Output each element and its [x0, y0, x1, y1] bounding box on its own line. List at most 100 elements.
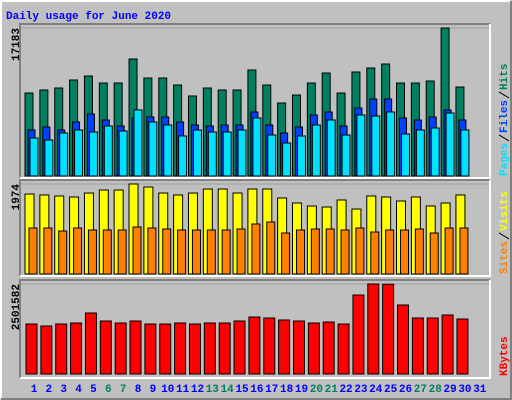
x-tick-label: 5: [90, 384, 97, 396]
x-tick-label: 21: [325, 384, 339, 396]
bar: [415, 129, 425, 177]
bar: [263, 317, 276, 375]
bar: [337, 323, 350, 375]
bar: [460, 129, 470, 177]
x-tick-label: 1: [31, 384, 38, 396]
legend-separator: [498, 134, 510, 142]
bar: [102, 229, 112, 275]
bar: [441, 314, 454, 375]
panel-frame: [19, 279, 490, 378]
bar: [281, 232, 291, 275]
x-tick-label: 12: [191, 384, 204, 396]
bar: [325, 228, 335, 275]
bar: [129, 320, 142, 375]
bar: [307, 322, 320, 375]
bar: [103, 125, 113, 177]
x-tick-label: 30: [458, 384, 471, 396]
legend-entry: Visits: [499, 191, 511, 231]
legend-entry: Hits: [499, 64, 511, 90]
bar: [382, 283, 395, 375]
bar: [73, 227, 83, 275]
bar: [414, 228, 424, 275]
x-tick-label: 28: [429, 384, 443, 396]
x-tick-label: 23: [354, 384, 368, 396]
bar: [385, 229, 395, 275]
legend-entry: KBytes: [499, 336, 511, 376]
bar: [267, 134, 277, 177]
bar: [400, 229, 409, 275]
bar: [207, 131, 217, 177]
bar: [99, 320, 112, 375]
bar: [192, 129, 202, 177]
bar: [252, 117, 262, 177]
bar: [459, 227, 469, 275]
bar: [59, 132, 69, 177]
x-tick-label: 6: [105, 384, 112, 396]
bar: [322, 321, 335, 375]
bar: [74, 129, 84, 177]
bar: [429, 232, 439, 275]
x-tick-label: 9: [150, 384, 157, 396]
bar: [237, 129, 247, 177]
x-tick-label: 8: [135, 384, 142, 396]
legend: Sites Visits: [498, 191, 511, 274]
bar: [29, 137, 39, 177]
bar: [370, 231, 380, 275]
bar: [426, 317, 439, 375]
bar: [162, 228, 172, 275]
bar: [206, 229, 216, 275]
x-tick-label: 4: [75, 384, 82, 396]
bar: [397, 304, 409, 375]
bar: [133, 109, 143, 177]
x-tick-label: 11: [176, 384, 190, 396]
bar: [355, 227, 365, 275]
panel-frame: [20, 24, 491, 179]
bar: [58, 230, 68, 275]
bar: [248, 316, 261, 375]
bar: [44, 139, 54, 177]
legend-separator: [498, 91, 510, 99]
x-tick-label: 26: [399, 384, 412, 396]
panel-frame: [19, 23, 490, 178]
bar: [292, 320, 305, 375]
bar: [43, 227, 53, 275]
bar: [456, 318, 469, 375]
bar: [356, 114, 366, 177]
legend: Pages Files Hits: [498, 64, 511, 176]
x-tick-label: 27: [414, 384, 427, 396]
legend: KBytes: [499, 336, 511, 376]
x-tick-label: 7: [120, 384, 127, 396]
panel-frame: [20, 180, 491, 277]
bar: [233, 320, 246, 375]
legend-entry: Pages: [499, 143, 511, 176]
bar: [203, 322, 216, 375]
bar: [118, 130, 128, 177]
x-tick-label: 17: [265, 384, 278, 396]
bar: [114, 322, 127, 375]
bar: [28, 227, 38, 275]
bar: [25, 323, 38, 375]
bar: [340, 229, 350, 275]
bar: [295, 229, 305, 275]
x-tick-label: 14: [221, 384, 235, 396]
bar: [367, 283, 380, 375]
bar: [371, 115, 381, 177]
x-tick-label: 22: [339, 384, 352, 396]
bar: [266, 221, 276, 275]
legend-entry: Sites: [499, 241, 511, 274]
bar: [430, 127, 440, 177]
x-tick-label: 31: [473, 384, 487, 396]
panel-frame: [20, 280, 491, 379]
x-tick-label: 13: [206, 384, 220, 396]
bar: [148, 121, 158, 177]
bar: [411, 317, 424, 375]
bar: [188, 323, 201, 375]
bar: [282, 142, 292, 177]
chart-title: Daily usage for June 2020: [6, 11, 171, 23]
bar: [221, 229, 231, 275]
bar: [132, 226, 142, 275]
bar: [88, 131, 98, 177]
